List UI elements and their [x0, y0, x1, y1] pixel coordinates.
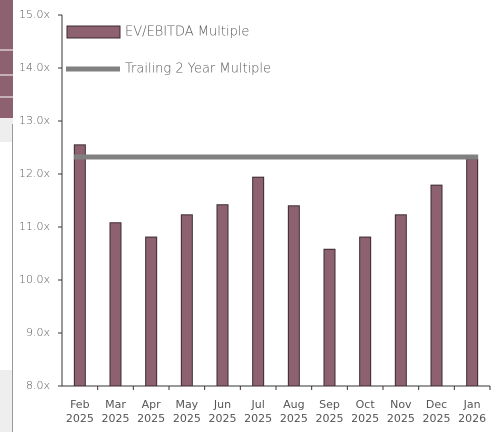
bar — [252, 176, 265, 387]
bar — [145, 236, 158, 387]
x-tick-label: Mar 2025 — [101, 398, 130, 425]
legend-swatch — [66, 25, 121, 39]
x-tick-label: May 2025 — [172, 398, 201, 425]
y-tick-label: 15.0x — [19, 8, 50, 21]
y-tick-label: 10.0x — [19, 273, 50, 286]
x-tick-label: Nov 2025 — [386, 398, 415, 425]
y-tick-label: 14.0x — [19, 61, 50, 74]
side-panel — [0, 118, 13, 142]
y-tick-label: 8.0x — [26, 379, 50, 392]
bar — [180, 214, 193, 387]
bar — [323, 248, 336, 387]
bar — [287, 205, 300, 387]
x-tick-label: Dec 2025 — [422, 398, 451, 425]
bar — [109, 222, 122, 387]
x-tick-label: Jun 2025 — [208, 398, 237, 425]
x-tick-label: Jul 2025 — [244, 398, 273, 425]
bar — [359, 236, 372, 387]
side-panel — [0, 370, 13, 432]
legend-label: EV/EBITDA Multiple — [125, 25, 249, 40]
y-tick-label: 9.0x — [26, 326, 50, 339]
bar — [394, 214, 407, 387]
x-tick-label: Aug 2025 — [279, 398, 308, 425]
x-tick-label: Oct 2025 — [351, 398, 380, 425]
x-tick-label: Feb 2025 — [65, 398, 94, 425]
bar — [73, 144, 86, 387]
legend-label: Trailing 2 Year Multiple — [125, 62, 271, 77]
bar — [216, 204, 229, 387]
x-tick-label: Jan 2026 — [458, 398, 487, 425]
y-tick-label: 11.0x — [19, 220, 50, 233]
x-tick-label: Sep 2025 — [315, 398, 344, 425]
x-tick-label: Apr 2025 — [137, 398, 166, 425]
bar — [430, 184, 443, 387]
bar — [466, 158, 479, 387]
y-tick-label: 12.0x — [19, 167, 50, 180]
y-tick-label: 13.0x — [19, 114, 50, 127]
side-panel — [0, 0, 13, 124]
